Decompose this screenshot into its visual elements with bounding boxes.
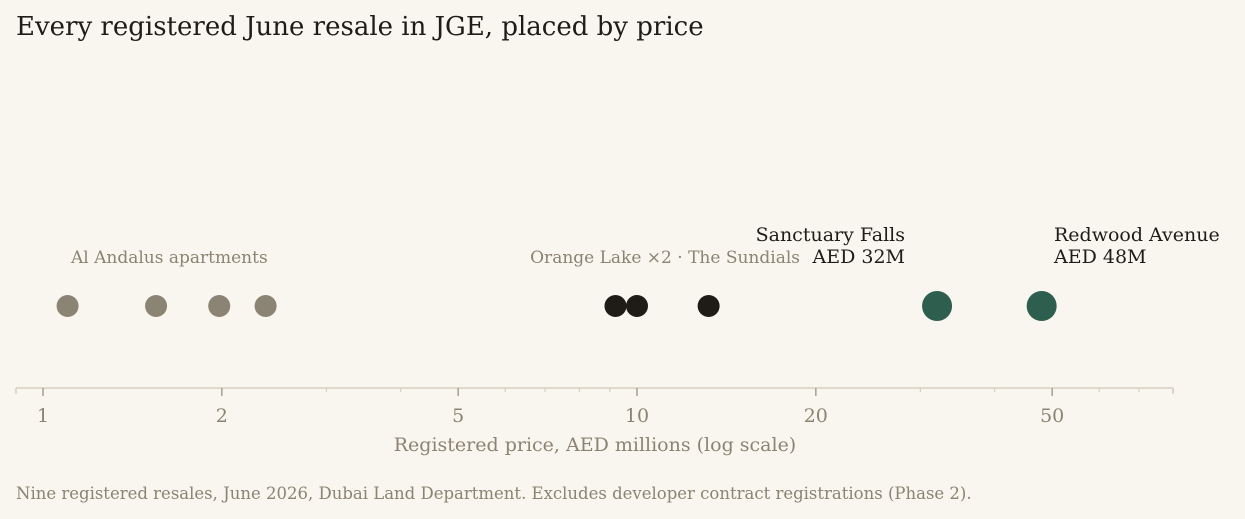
annotation-redwood-price: AED 48M	[1053, 246, 1147, 268]
data-point-top	[1026, 291, 1057, 321]
page-title: Every registered June resale in JGE, pla…	[16, 12, 704, 42]
annotation-sanctuary-price: AED 32M	[812, 246, 906, 268]
data-point-mid	[697, 295, 720, 317]
data-point-mid	[604, 295, 627, 317]
annotation-orange-lake: Orange Lake ×2 · The Sundials	[530, 248, 800, 268]
data-point-mid	[626, 295, 648, 317]
footnote: Nine registered resales, June 2026, Duba…	[16, 484, 972, 503]
data-points	[56, 291, 1057, 321]
x-tick-label: 5	[452, 405, 464, 427]
x-axis: 1 2 5 10 20 50 Registered price, AED millions …	[15, 387, 1175, 456]
annotations: Al Andalus apartments Orange Lake ×2 · Th…	[70, 224, 1220, 268]
x-tick-label: 2	[216, 405, 228, 427]
x-tick-label: 20	[804, 405, 828, 427]
annotation-sanctuary-name: Sanctuary Falls	[756, 224, 905, 246]
x-axis-title: Registered price, AED millions (log scal…	[394, 434, 796, 456]
data-point-al-andalus	[145, 295, 168, 317]
annotation-redwood-name: Redwood Avenue	[1054, 224, 1220, 246]
data-point-al-andalus	[208, 295, 231, 317]
data-point-top	[922, 291, 953, 321]
annotation-al-andalus: Al Andalus apartments	[70, 248, 268, 268]
x-tick-label: 50	[1040, 405, 1064, 427]
x-tick-label: 1	[37, 405, 49, 427]
data-point-al-andalus	[56, 295, 79, 317]
data-point-al-andalus	[254, 295, 277, 317]
x-tick-label: 10	[625, 405, 649, 427]
